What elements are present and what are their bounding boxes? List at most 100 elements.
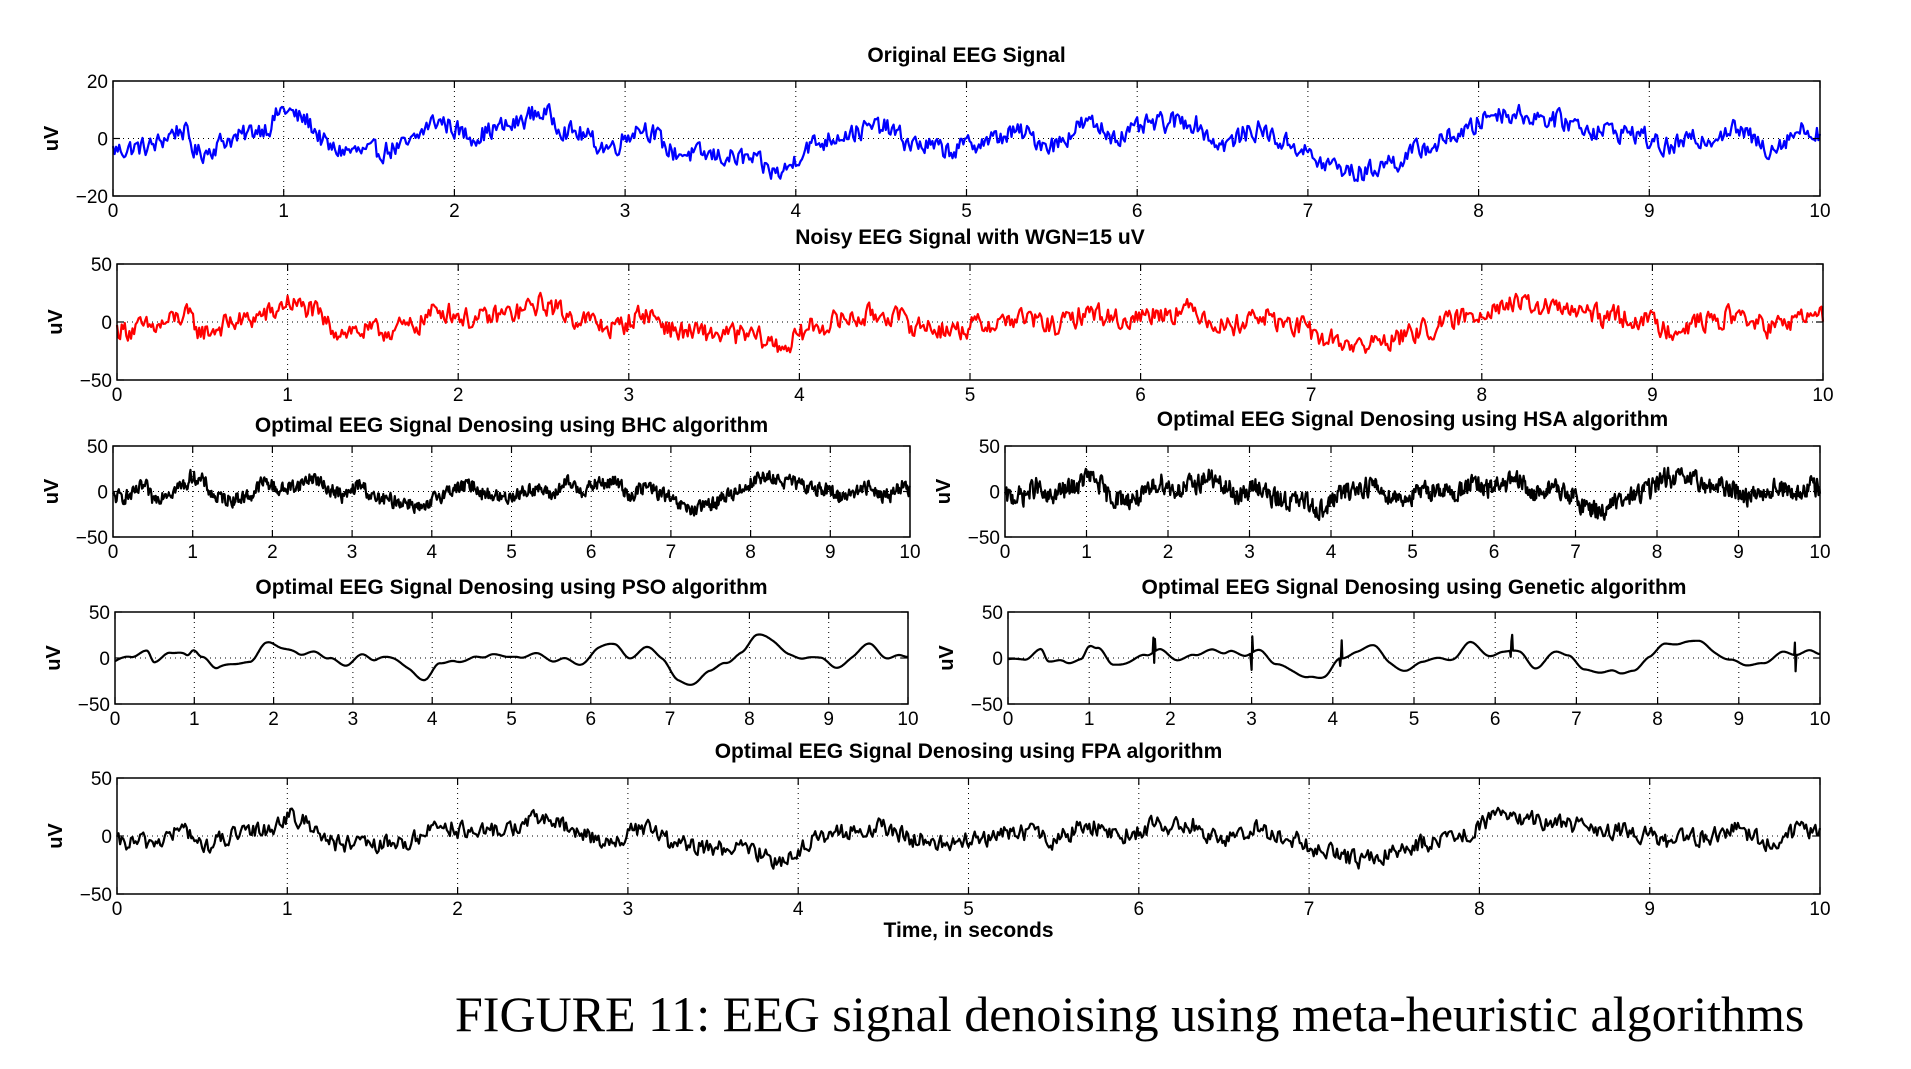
y-tick-label: 0 [989,483,1000,504]
x-tick-label: 1 [189,709,200,730]
x-tick-label: 4 [1328,709,1339,730]
x-tick-label: 10 [1812,385,1833,406]
x-tick-label: 5 [963,899,974,920]
x-tick-label: 9 [1644,201,1655,222]
x-tick-label: 3 [623,899,634,920]
x-tick-label: 3 [1246,709,1257,730]
x-tick-label: 8 [1652,542,1663,563]
x-tick-label: 4 [794,385,805,406]
x-tick-label: 3 [1244,542,1255,563]
x-tick-label: 4 [427,709,438,730]
x-tick-label: 8 [1473,201,1484,222]
y-tick-label: 0 [97,130,108,151]
y-tick-label: 50 [91,769,112,790]
x-tick-label: 4 [427,542,438,563]
x-tick-label: 7 [1306,385,1317,406]
x-tick-label: 0 [112,899,123,920]
x-tick-label: 1 [278,201,289,222]
signal-line [112,468,911,517]
x-tick-label: 10 [1809,709,1830,730]
panel-title: Optimal EEG Signal Denosing using HSA al… [1157,408,1668,431]
x-tick-label: 8 [1652,709,1663,730]
x-tick-label: 1 [1081,542,1092,563]
x-tick-label: 5 [961,201,972,222]
x-tick-label: 9 [825,542,836,563]
x-tick-label: 7 [1570,542,1581,563]
y-axis-label: uV [45,309,67,335]
x-tick-label: 0 [1000,542,1011,563]
y-tick-label: −50 [968,528,1000,549]
x-tick-label: 0 [110,709,121,730]
x-tick-label: 0 [112,385,123,406]
x-tick-label: 6 [586,542,597,563]
signal-line [1007,633,1821,680]
y-tick-label: 50 [982,603,1003,624]
x-tick-label: 7 [665,709,676,730]
x-tick-label: 2 [1165,709,1176,730]
x-tick-label: 9 [823,709,834,730]
x-tick-label: 6 [1134,899,1145,920]
x-tick-label: 5 [1409,709,1420,730]
x-tick-label: 8 [1477,385,1488,406]
y-tick-label: 20 [87,72,108,93]
x-tick-label: 3 [620,201,631,222]
y-tick-label: 50 [91,255,112,276]
y-tick-label: −50 [78,695,110,716]
x-tick-label: 4 [793,899,804,920]
y-tick-label: 0 [97,483,108,504]
x-tick-label: 4 [1326,542,1337,563]
signal-line [1003,466,1822,522]
x-tick-label: 1 [282,385,293,406]
x-tick-label: 8 [1474,899,1485,920]
signal-line [114,633,909,686]
panel-title: Original EEG Signal [867,44,1065,67]
x-tick-label: 4 [791,201,802,222]
y-axis-label: uV [41,478,63,504]
x-tick-label: 0 [108,201,119,222]
x-tick-label: 8 [744,709,755,730]
x-tick-label: 0 [1003,709,1014,730]
x-tick-label: 7 [1304,899,1315,920]
x-tick-label: 2 [267,542,278,563]
x-tick-label: 10 [1809,542,1830,563]
y-tick-label: −50 [80,371,112,392]
y-tick-label: −50 [971,695,1003,716]
x-axis-label: Time, in seconds [884,919,1054,942]
panel-title: Optimal EEG Signal Denosing using PSO al… [255,576,767,599]
y-tick-label: −50 [80,885,112,906]
y-tick-label: 50 [89,603,110,624]
panel-title: Optimal EEG Signal Denosing using Geneti… [1142,576,1687,599]
x-tick-label: 9 [1734,709,1745,730]
y-axis-label: uV [933,478,955,504]
x-tick-label: 5 [506,542,517,563]
x-tick-label: 2 [268,709,279,730]
x-tick-label: 5 [1407,542,1418,563]
panel-title: Optimal EEG Signal Denosing using BHC al… [255,414,768,437]
y-tick-label: 50 [87,437,108,458]
x-tick-label: 2 [1163,542,1174,563]
x-tick-label: 0 [108,542,119,563]
x-tick-label: 7 [1303,201,1314,222]
x-tick-label: 2 [453,385,464,406]
x-tick-label: 6 [1489,542,1500,563]
x-tick-label: 3 [624,385,635,406]
figure-caption: FIGURE 11: EEG signal denoising using me… [455,986,1805,1042]
x-tick-label: 9 [1647,385,1658,406]
y-tick-label: 0 [101,313,112,334]
x-tick-label: 1 [282,899,293,920]
y-axis-label: uV [936,645,958,671]
x-tick-label: 6 [586,709,597,730]
y-tick-label: 0 [99,649,110,670]
signal-line [115,291,1825,354]
x-tick-label: 1 [1084,709,1095,730]
x-tick-label: 2 [452,899,463,920]
x-tick-label: 10 [1809,899,1830,920]
x-tick-label: 3 [348,709,359,730]
y-tick-label: 50 [979,437,1000,458]
